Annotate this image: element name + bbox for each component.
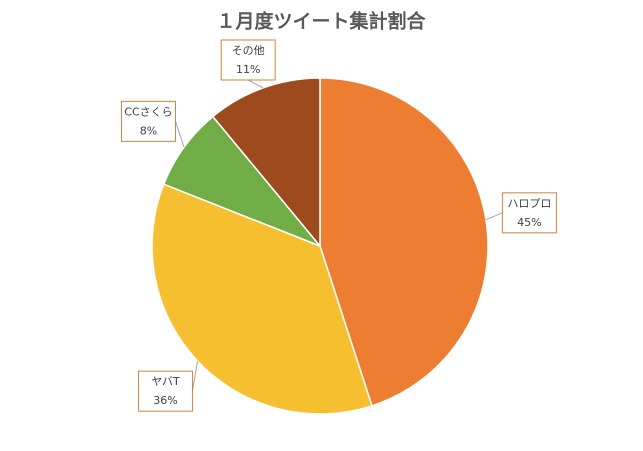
pie-slice: [151, 183, 373, 415]
label-box: [137, 370, 193, 412]
leader-line: [485, 212, 503, 221]
value-label: 8%: [140, 124, 157, 137]
label-box: [220, 39, 276, 81]
label-box: [501, 192, 557, 234]
pie-slice: [319, 77, 489, 407]
value-label: 45%: [517, 216, 541, 229]
leader-line: [247, 79, 264, 89]
category-label: その他: [232, 44, 265, 57]
leader-line: [175, 121, 185, 148]
value-label: 36%: [153, 394, 177, 407]
category-label: ヤバT: [151, 375, 180, 388]
label-box: [120, 100, 176, 142]
leader-line: [191, 360, 199, 392]
category-label: ハロプロ: [507, 197, 551, 210]
pie-slice: [211, 77, 321, 249]
category-label: CCさくら: [124, 105, 172, 118]
value-label: 11%: [236, 63, 260, 76]
chart-title: １月度ツイート集計割合: [216, 10, 426, 33]
